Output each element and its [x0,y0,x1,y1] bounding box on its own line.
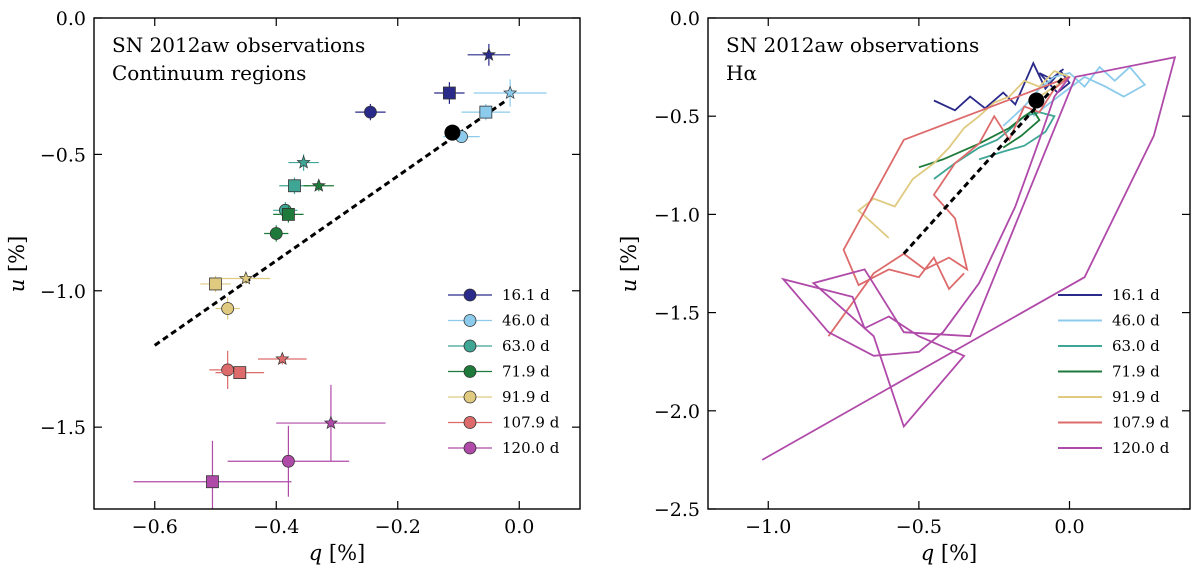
left-data-point-star [311,178,326,192]
left-legend-marker [463,390,477,404]
left-y-tick-label: −1.0 [40,281,86,303]
left-data-point-square [233,366,247,380]
left-data-point-circle [269,227,283,240]
left-y-axis-label: u [%] [5,236,29,293]
right-y-tick-label: −2.0 [654,401,700,423]
left-data-point-star [296,155,311,169]
right-legend-label: 120.0 d [1112,439,1170,457]
left-x-tick-label: −0.4 [253,516,299,538]
right-y-tick-label: −1.0 [654,204,700,226]
left-legend-label: 91.9 d [502,388,550,406]
right-series-line [827,76,1071,337]
right-legend-label: 46.0 d [1112,312,1160,330]
right-y-tick-label: −2.5 [654,499,700,521]
right-panel: −1.0 −0.5 0.0 −2.5 −2.0 −1.5 −1.0 −0.5 0.0 SN 20… [617,8,1191,565]
right-series-line [933,61,1071,112]
right-y-tick-label: −0.5 [654,106,700,128]
right-plot-area [761,56,1177,461]
left-legend-marker [463,365,477,378]
right-legend-label: 71.9 d [1112,363,1160,381]
right-series-line [933,111,1056,180]
left-plot-area [133,43,547,509]
left-legend-label: 71.9 d [502,363,550,381]
left-x-tick-label: −0.2 [375,516,421,538]
left-legend: 16.1 d 46.0 d 63.0 d 71.9 d 91.9 d 107.9 d 120… [448,286,560,457]
left-y-tick-label: −0.5 [40,144,86,166]
left-data-point-square [209,277,222,291]
right-legend: 16.1 d 46.0 d 63.0 d 71.9 d 91.9 d 107.9 d 120… [1058,286,1170,457]
left-axis-ticks: −0.6 −0.4 −0.2 0.0 −1.5 −1.0 −0.5 0.0 [40,8,580,538]
left-x-tick-label: −0.6 [132,516,178,538]
left-y-tick-label: −1.5 [40,417,86,439]
right-x-axis-label: q [%] [921,541,977,565]
right-annotation-line1: SN 2012aw observations [726,33,979,57]
left-legend-marker [463,416,477,429]
right-y-axis-var: u [617,279,641,293]
left-data-point-star [238,271,253,285]
right-y-tick-label: −1.5 [654,303,700,325]
left-panel: −0.6 −0.4 −0.2 0.0 −1.5 −1.0 −0.5 0.0 SN 2012aw… [5,8,581,565]
right-legend-label: 63.0 d [1112,337,1160,355]
right-x-tick-label: 0.0 [1054,516,1084,538]
right-legend-label: 107.9 d [1112,414,1170,432]
left-legend-label: 16.1 d [502,286,550,304]
left-data-point-star [503,85,518,100]
left-data-point-square [281,207,295,221]
right-axis-ticks: −1.0 −0.5 0.0 −2.5 −2.0 −1.5 −1.0 −0.5 0.0 [654,8,1190,538]
left-legend-marker [463,339,477,353]
left-y-axis-unit: [%] [5,236,29,279]
left-plot-frame [93,17,581,510]
left-data-point-square [479,105,493,119]
left-legend-label: 63.0 d [502,337,550,355]
right-y-tick-label: 0.0 [670,8,700,30]
right-series-line [761,56,1177,461]
right-x-tick-label: −0.5 [896,516,942,538]
left-annotation-line2: Continuum regions [112,61,306,85]
left-plot-marks [133,43,547,509]
left-legend-marker [463,314,477,327]
right-legend-label: 16.1 d [1112,286,1160,304]
left-data-point-square [288,179,301,193]
right-legend-label: 91.9 d [1112,388,1160,406]
left-data-point-circle [364,105,377,119]
left-x-axis-label: q [%] [309,541,365,565]
right-annotation-line2: Hα [726,61,757,85]
left-y-tick-label: 0.0 [56,8,86,30]
right-y-axis-unit: [%] [617,236,641,279]
left-legend-label: 46.0 d [502,312,550,330]
right-isp-marker [1028,92,1045,109]
right-y-axis-label: u [%] [617,236,641,293]
left-isp-marker [444,124,461,141]
right-x-axis-unit: [%] [934,541,977,565]
right-series-line [918,109,1041,169]
right-plot-frame [707,17,1191,510]
right-x-tick-label: −1.0 [745,516,791,538]
left-data-point-square [442,86,456,100]
left-x-axis-var: q [309,541,322,565]
left-data-point-star [275,351,290,366]
right-x-axis-var: q [921,541,934,565]
left-data-point-star [323,415,339,430]
left-data-point-star [481,47,496,61]
left-y-axis-var: u [5,279,29,293]
left-x-tick-label: 0.0 [504,516,534,538]
left-data-point-circle [221,363,235,377]
left-data-point-circle [221,302,235,315]
left-data-point-circle [281,454,295,468]
right-plot-marks [761,56,1177,461]
left-legend-marker [463,288,477,302]
right-series-line [857,69,1072,239]
left-x-axis-unit: [%] [322,541,365,565]
left-annotation-line1: SN 2012aw observations [112,33,365,57]
left-data-point-square [206,475,219,489]
right-series-line [1002,65,1147,127]
left-legend-label: 107.9 d [502,414,560,432]
left-legend-label: 120.0 d [502,439,560,457]
left-legend-marker [463,441,477,455]
left-isp-dashed-line [153,98,508,347]
